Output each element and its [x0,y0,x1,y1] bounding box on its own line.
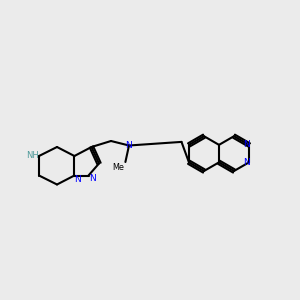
Text: N: N [89,174,95,183]
Text: Me: Me [112,163,124,172]
Text: N: N [126,141,132,150]
Text: N: N [74,175,81,184]
Text: NH: NH [26,152,39,160]
Text: N: N [243,158,250,167]
Text: N: N [243,140,250,149]
